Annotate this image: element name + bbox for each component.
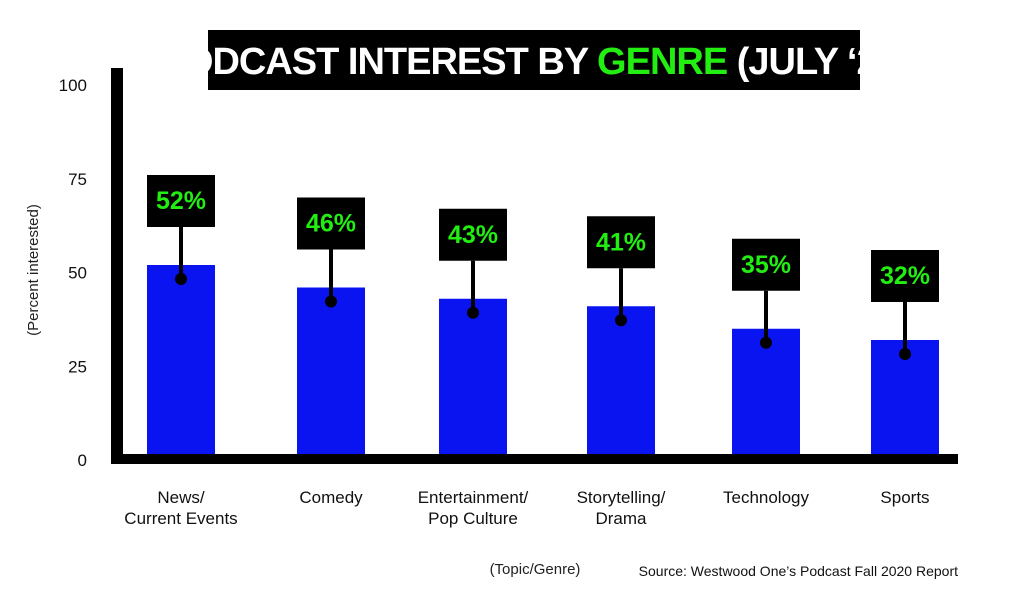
category-label: Sports <box>880 488 929 507</box>
y-tick-label: 0 <box>78 451 87 470</box>
category-label: Comedy <box>299 488 363 507</box>
y-tick-label: 50 <box>68 264 87 283</box>
data-label: 35% <box>741 251 791 279</box>
category-label-line: Comedy <box>299 488 363 507</box>
data-label-box <box>297 197 365 250</box>
chart-title: PODCAST INTEREST BY GENRE (JULY ‘20) <box>160 41 909 83</box>
callout-dot <box>175 273 187 285</box>
title-prefix: PODCAST INTEREST BY <box>160 41 597 83</box>
data-label-box <box>732 238 800 291</box>
bar <box>732 328 800 460</box>
callout-dot <box>615 314 627 327</box>
data-label: 32% <box>880 262 930 290</box>
callouts: 52% 46% 43% 41% 35% 32% <box>147 175 939 360</box>
x-axis-title: (Topic/Genre) <box>490 561 581 578</box>
callout-dot <box>760 336 772 349</box>
y-tick-label: 75 <box>68 170 87 189</box>
category-label: Storytelling/Drama <box>577 488 666 528</box>
category-label-line: Current Events <box>124 509 237 528</box>
data-label-box <box>147 175 215 227</box>
category-label-line: Storytelling/ <box>577 488 666 507</box>
category-label: News/Current Events <box>124 488 237 528</box>
bars <box>147 265 939 460</box>
y-axis-title: (Percent interested) <box>25 204 42 336</box>
data-label: 46% <box>306 210 356 238</box>
data-label: 41% <box>596 228 646 256</box>
category-label-line: Technology <box>723 488 810 507</box>
y-tick-labels: 0 25 50 75 100 <box>59 76 87 470</box>
y-axis-line <box>111 68 123 464</box>
title-suffix: (JULY ‘20) <box>727 41 908 83</box>
callout-dot <box>467 306 479 319</box>
category-label: Technology <box>723 488 810 507</box>
category-label-line: Pop Culture <box>428 509 518 528</box>
bar <box>297 287 365 460</box>
title-banner <box>208 30 860 90</box>
data-label-box <box>587 216 655 269</box>
category-label-line: Sports <box>880 488 929 507</box>
data-label-box <box>439 208 507 261</box>
title-highlight: GENRE <box>597 41 727 83</box>
category-labels: News/Current Events Comedy Entertainment/P… <box>124 488 929 528</box>
category-label: Entertainment/Pop Culture <box>418 488 529 528</box>
bar <box>439 298 507 460</box>
callout-dot <box>325 295 337 308</box>
data-label: 43% <box>448 221 498 249</box>
category-label-line: Entertainment/ <box>418 488 529 507</box>
category-label-line: News/ <box>157 488 205 507</box>
source-note: Source: Westwood One’s Podcast Fall 2020… <box>639 563 958 579</box>
y-tick-label: 100 <box>59 76 87 95</box>
data-label-box <box>871 250 939 302</box>
axes <box>111 68 958 464</box>
callout-dot <box>899 348 911 360</box>
data-label: 52% <box>156 187 206 215</box>
bar <box>587 306 655 460</box>
bar <box>147 265 215 460</box>
x-axis-line <box>111 454 958 464</box>
y-tick-label: 25 <box>68 357 87 376</box>
category-label-line: Drama <box>595 509 647 528</box>
